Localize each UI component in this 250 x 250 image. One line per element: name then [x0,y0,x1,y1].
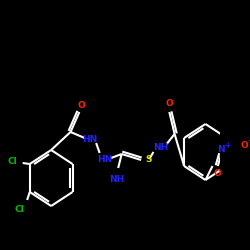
Text: HN: HN [82,136,98,144]
Text: NH: NH [153,144,168,152]
Text: S: S [145,156,152,164]
Text: O: O [240,142,248,150]
Text: Cl: Cl [7,158,17,166]
Text: N: N [218,146,225,154]
Text: +: + [224,140,231,149]
Text: −: − [247,136,250,145]
Text: NH: NH [109,176,124,184]
Text: O: O [166,100,173,108]
Text: O: O [214,170,222,178]
Text: Cl: Cl [14,206,24,214]
Text: HN: HN [97,156,112,164]
Text: O: O [77,100,85,110]
